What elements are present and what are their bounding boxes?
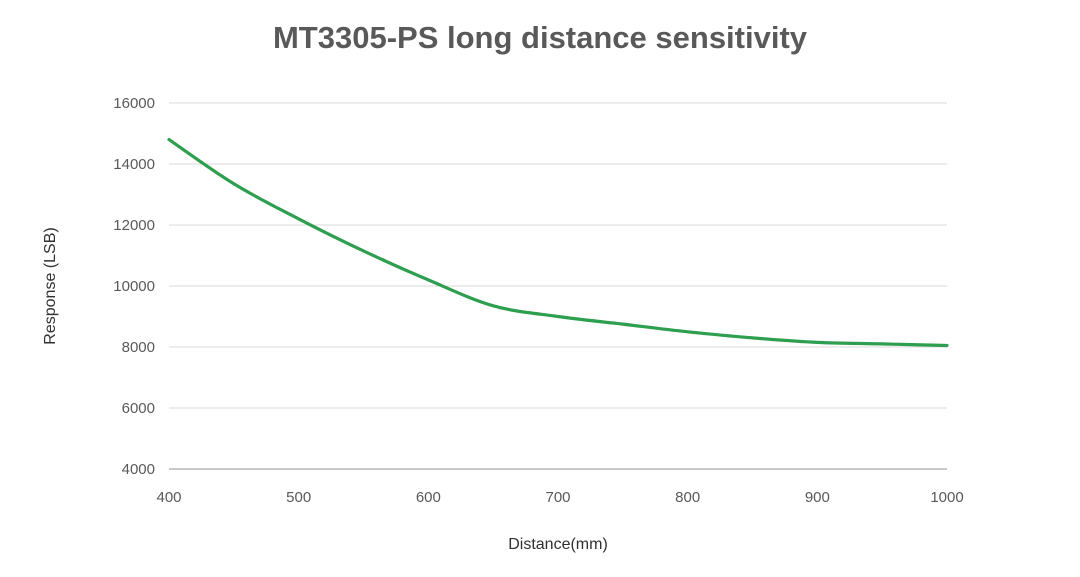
x-tick-label: 1000 [930,489,963,506]
y-tick-label: 10000 [113,278,155,295]
y-tick-label: 16000 [113,95,155,112]
y-tick-label: 6000 [122,400,155,417]
x-tick-label: 600 [416,489,441,506]
x-axis-title: Distance(mm) [508,536,608,553]
x-tick-label: 500 [286,489,311,506]
x-tick-label: 400 [156,489,181,506]
x-tick-label: 700 [545,489,570,506]
x-tick-label: 800 [675,489,700,506]
y-tick-label: 4000 [122,461,155,478]
response-series-line [167,138,949,348]
y-tick-label: 12000 [113,217,155,234]
x-tick-label: 900 [805,489,830,506]
y-tick-label: 8000 [122,339,155,356]
chart-title: MT3305-PS long distance sensitivity [272,20,808,55]
y-tick-label: 14000 [113,156,155,173]
y-axis-title: Response (LSB) [42,227,59,344]
